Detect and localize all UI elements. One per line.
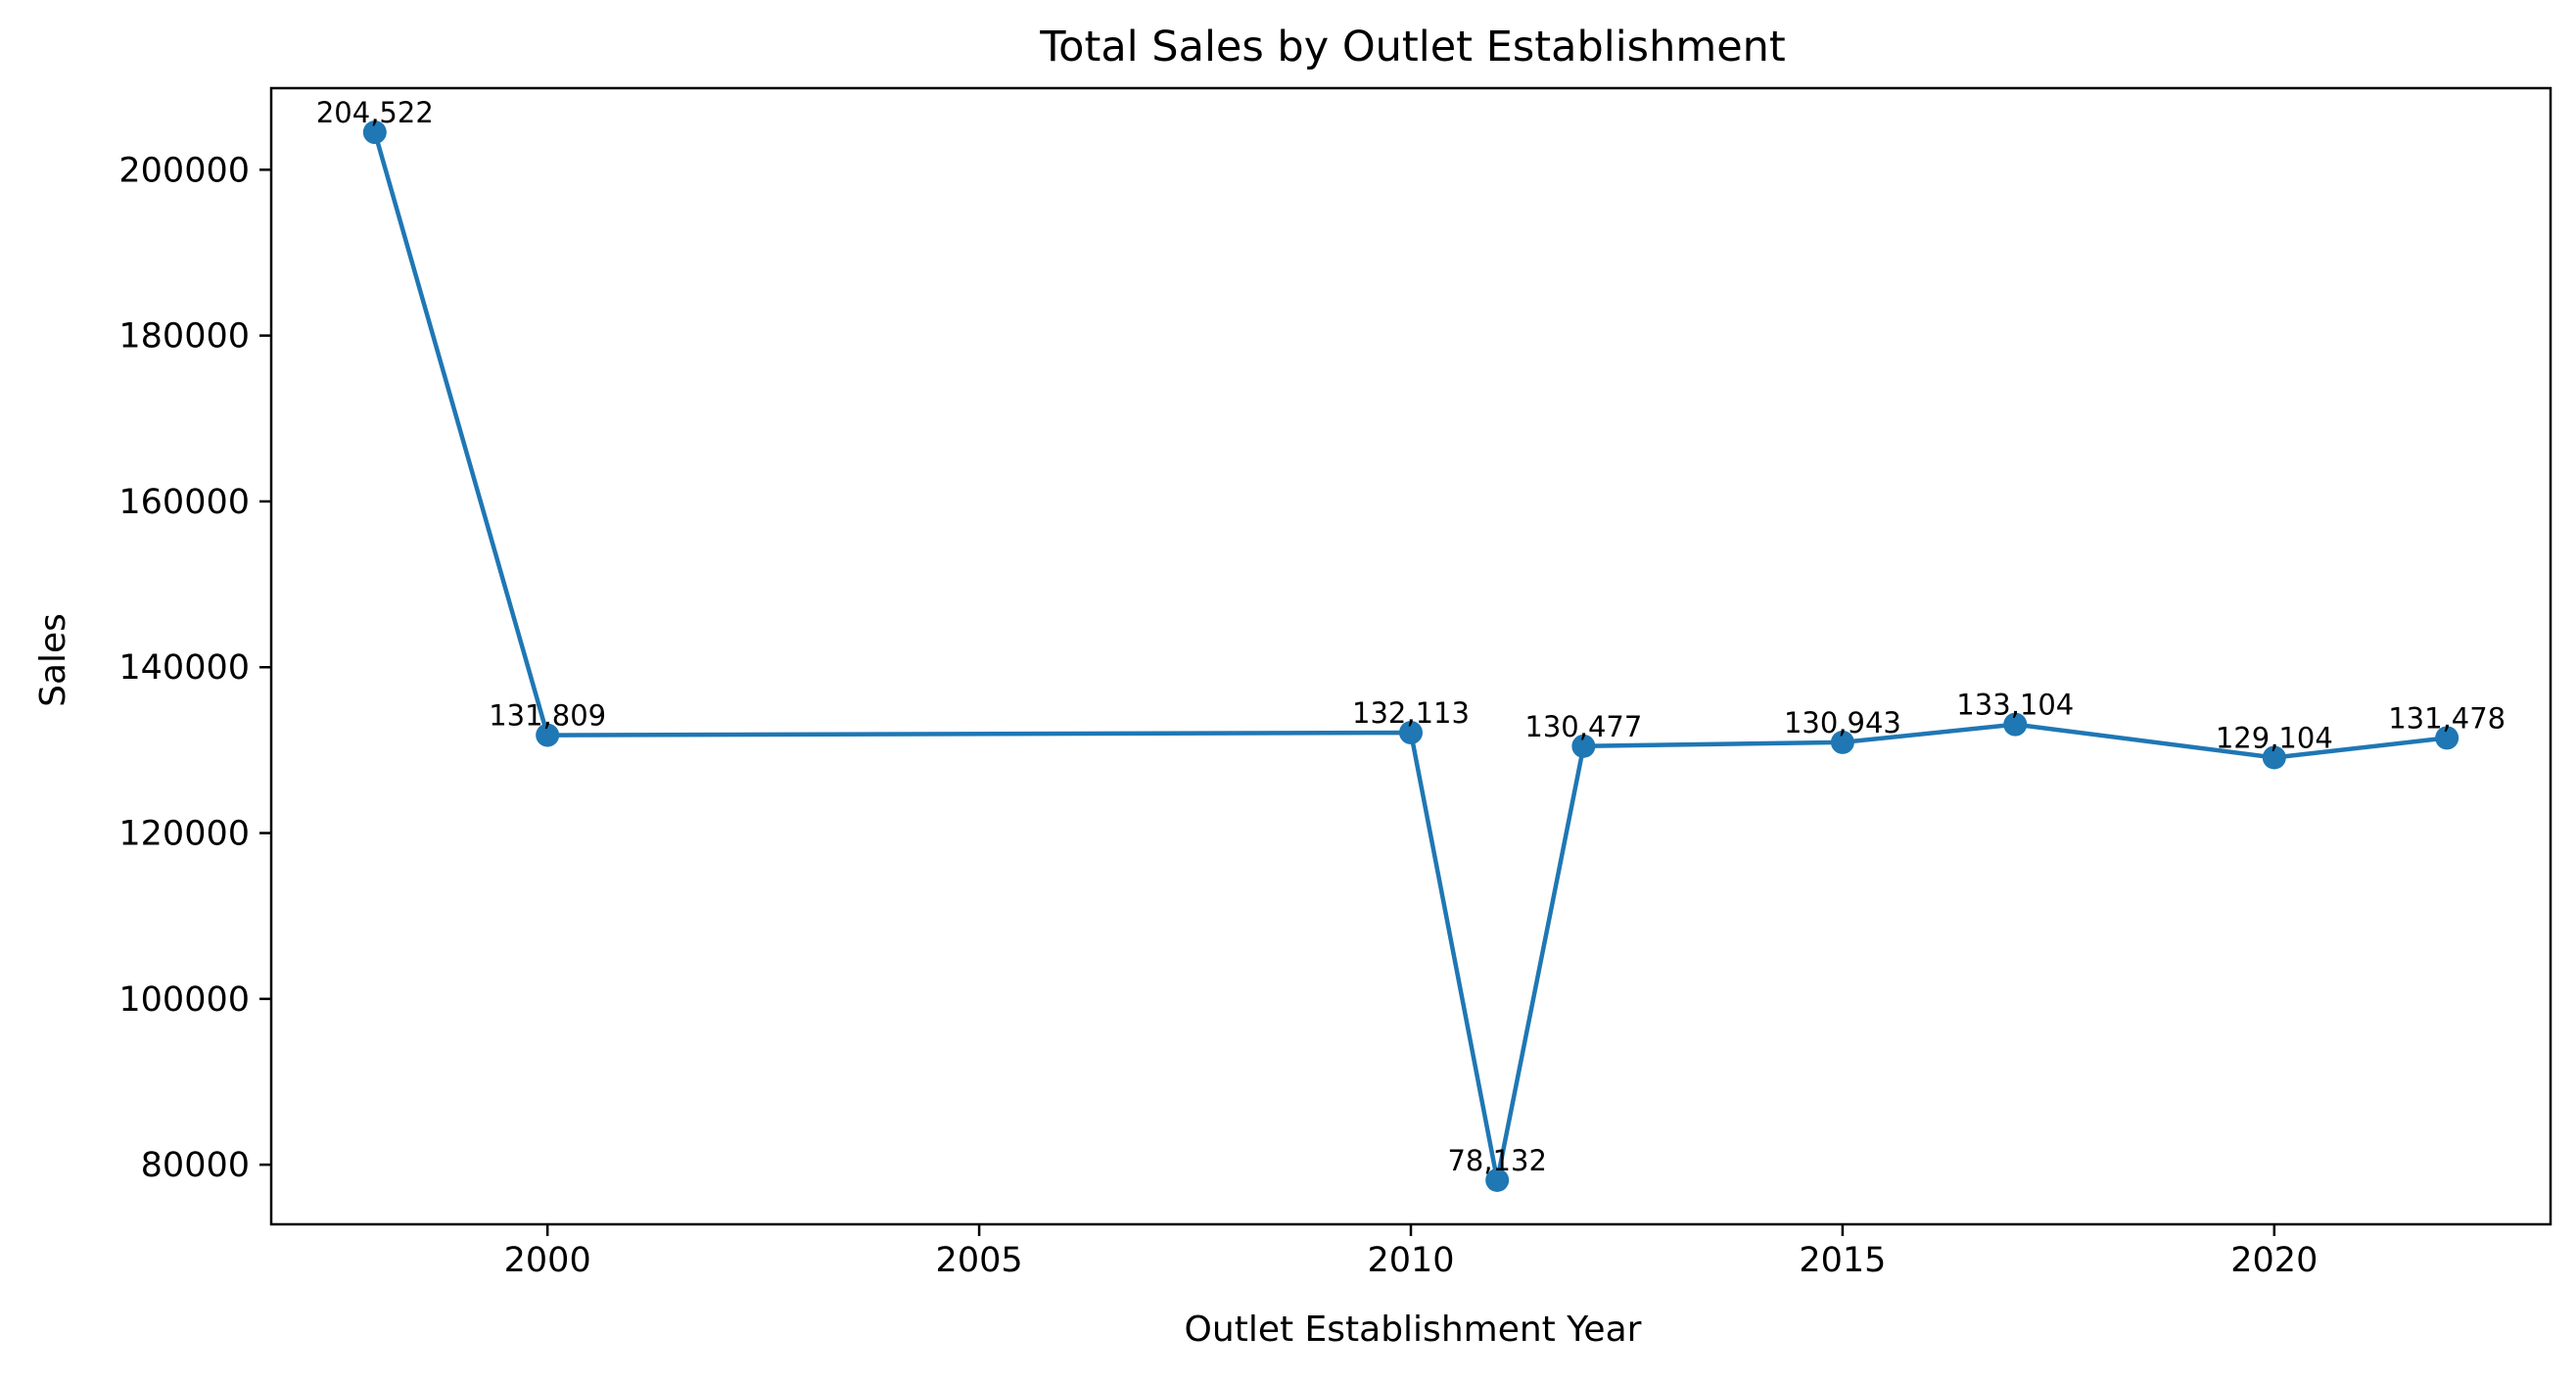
data-point (2003, 712, 2028, 737)
data-label: 130,943 (1784, 706, 1901, 739)
x-axis-label: Outlet Establishment Year (1185, 1310, 1642, 1350)
data-point (362, 120, 387, 145)
y-axis-label: Sales (33, 613, 73, 707)
data-label: 132,113 (1352, 696, 1470, 730)
x-tick-label: 2020 (2230, 1241, 2318, 1280)
y-tick-label: 180000 (118, 317, 250, 357)
y-tick-label: 80000 (141, 1146, 250, 1185)
data-label: 131,809 (489, 699, 606, 733)
chart-title: Total Sales by Outlet Establishment (1039, 23, 1786, 71)
data-point (2262, 745, 2286, 770)
data-label: 131,478 (2388, 701, 2506, 735)
data-point (1399, 720, 1423, 744)
y-tick-label: 160000 (118, 483, 250, 522)
data-label: 130,477 (1524, 710, 1642, 743)
data-label: 78,132 (1447, 1144, 1546, 1177)
data-point (1571, 734, 1596, 758)
series-layer (362, 120, 2459, 1192)
plot-frame (269, 86, 2553, 1226)
y-axis-ticks: 80000 100000 120000 140000 160000 180000 20000… (118, 151, 271, 1185)
x-axis-ticks: 2000 2005 2010 2015 2020 (504, 1224, 2318, 1280)
data-point (2435, 726, 2459, 750)
y-tick-label: 120000 (118, 815, 250, 854)
data-point (536, 723, 560, 747)
y-tick-label: 140000 (118, 648, 250, 688)
data-point (1485, 1168, 1510, 1192)
data-label: 133,104 (1956, 689, 2074, 722)
y-tick-label: 200000 (118, 151, 250, 190)
data-label-layer: 204,522 131,809 132,113 78,132 130,477 130,94… (316, 96, 2506, 1177)
x-tick-label: 2000 (504, 1241, 591, 1280)
data-label: 204,522 (316, 96, 434, 129)
x-tick-label: 2005 (936, 1241, 1023, 1280)
y-tick-label: 100000 (118, 980, 250, 1020)
data-point (1830, 730, 1854, 754)
data-label: 129,104 (2216, 721, 2333, 754)
x-tick-label: 2015 (1799, 1241, 1886, 1280)
x-tick-label: 2010 (1367, 1241, 1454, 1280)
